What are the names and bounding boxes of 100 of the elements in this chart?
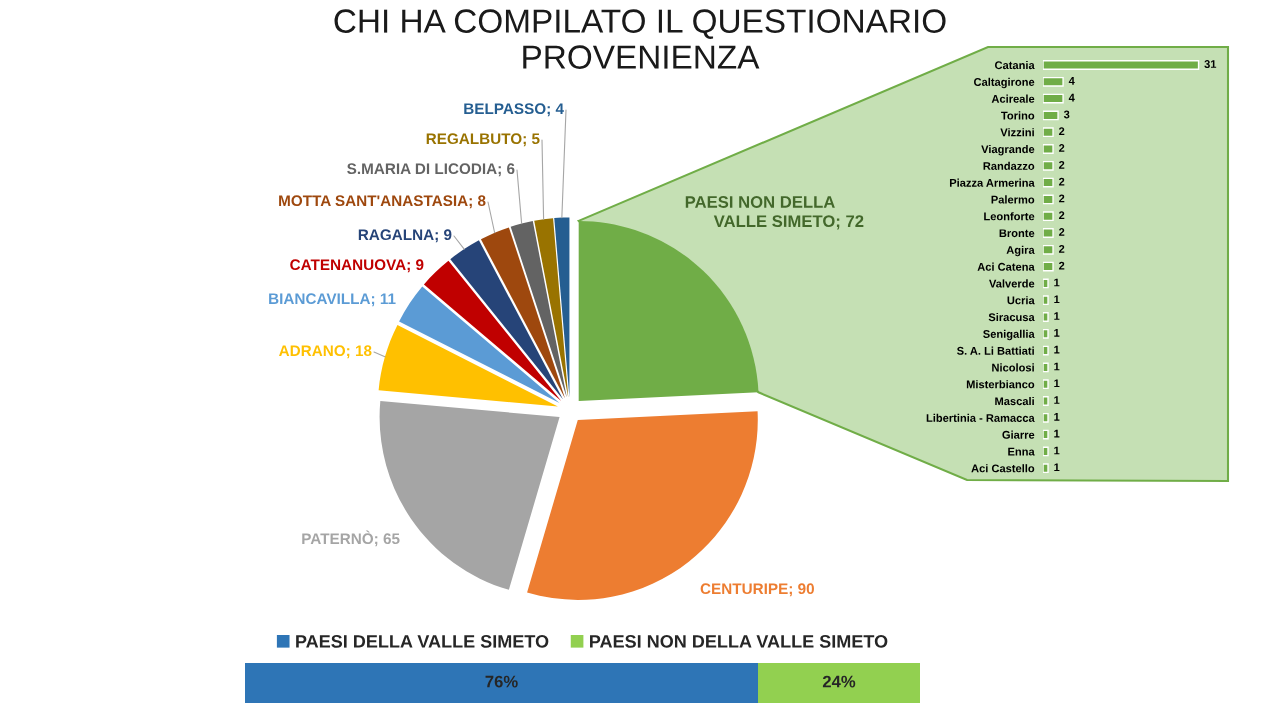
y-tick-label: Caltagirone (974, 77, 1035, 89)
data-label: 1 (1054, 429, 1060, 438)
bar (1043, 228, 1054, 238)
data-label: 2 (1058, 228, 1065, 236)
slice-label: S.MARIA DI LICODIA (347, 163, 497, 175)
data-label: ; 9 (407, 259, 424, 273)
bar (1043, 278, 1049, 289)
bar (1043, 295, 1049, 306)
y-tick-label: Randazzo (983, 161, 1035, 170)
data-label: 2 (1058, 261, 1065, 270)
y-tick-label: Piazza Armerina (949, 178, 1035, 187)
data-label: 4 (1068, 77, 1075, 85)
y-tick-label: Viagrande (981, 144, 1035, 156)
data-label: 2 (1058, 127, 1065, 136)
y-tick-label: Torino (1001, 111, 1035, 120)
data-label: ; 8 (469, 195, 486, 209)
y-tick-label: Leonforte (984, 212, 1035, 221)
data-label: 24% (822, 675, 856, 688)
data-label: 1 (1054, 329, 1060, 337)
y-tick-label: Acireale (991, 94, 1035, 103)
bar (1043, 93, 1064, 104)
data-label: ; 72 (836, 215, 864, 230)
slice-label: BIANCAVILLA (269, 293, 371, 305)
y-tick-label: Senigallia (983, 329, 1035, 341)
bar (1043, 76, 1064, 87)
y-tick-label: Misterbianco (966, 380, 1035, 389)
y-tick-label: S. A. Li Battiati (957, 346, 1034, 355)
data-label: ; 9 (435, 229, 452, 243)
slice-label: RAGALNA (358, 229, 434, 241)
data-label: 1 (1054, 295, 1060, 304)
data-label: ; 4 (547, 103, 564, 117)
data-label: ; 18 (347, 345, 372, 359)
data-label: 4 (1068, 93, 1075, 102)
slice-label: MOTTA SANT'ANASTASIA (279, 195, 468, 207)
bar (1043, 345, 1049, 356)
slice-label: REGALBUTO (426, 133, 522, 145)
data-label: 1 (1054, 278, 1060, 287)
y-tick-label: Agira (1006, 245, 1035, 257)
y-tick-label: Aci Catena (977, 262, 1035, 271)
bar (1043, 261, 1054, 272)
data-label: 1 (1054, 345, 1060, 354)
bar (1043, 463, 1049, 474)
data-label: 76% (485, 675, 518, 688)
bar (1043, 362, 1049, 373)
bar (1043, 446, 1049, 457)
bar (1043, 244, 1054, 255)
slice-label: PAESI NON DELLA VALLE SIMETO (685, 196, 835, 228)
y-tick-label: Valverde (989, 279, 1035, 288)
chart-title: CHI HA COMPILATO IL QUESTIONARIO (334, 9, 946, 39)
data-label: ; 6 (498, 163, 515, 177)
bar (1043, 60, 1200, 70)
data-label: 1 (1054, 379, 1060, 388)
y-tick-label: Giarre (1002, 430, 1035, 439)
bar (1043, 379, 1049, 390)
data-label: ; 65 (375, 533, 400, 547)
y-tick-label: Mascali (995, 396, 1034, 406)
y-tick-label: Enna (1008, 447, 1035, 456)
slice-label: CATENANUOVA (290, 259, 406, 271)
y-tick-label: Aci Castello (971, 464, 1035, 473)
y-tick-label: Palermo (991, 195, 1035, 204)
bar (1043, 110, 1059, 121)
bar (1043, 412, 1049, 423)
data-label: 31 (1204, 60, 1217, 68)
data-label: ; 11 (371, 293, 396, 307)
data-label: 1 (1054, 446, 1060, 455)
bar (1043, 328, 1049, 339)
data-label: 1 (1054, 312, 1060, 320)
data-label: 3 (1063, 110, 1070, 119)
bar (1043, 194, 1054, 205)
y-tick-label: Bronte (999, 229, 1035, 238)
bar (1043, 211, 1054, 222)
chart-subtitle: PROVENIENZA (523, 45, 760, 69)
y-tick-label: Vizzini (1000, 128, 1034, 137)
legend-label: PAESI NON DELLA VALLE SIMETO (590, 635, 888, 648)
slice-label: CENTURIPE (700, 583, 788, 595)
bar (1043, 177, 1054, 188)
slice-label: ADRANO (279, 345, 346, 357)
legend-label: PAESI DELLA VALLE SIMETO (296, 635, 549, 648)
data-label: 2 (1058, 211, 1065, 220)
data-label: ; 90 (789, 583, 814, 597)
data-label: 1 (1054, 413, 1060, 421)
y-tick-label: Ucria (1007, 296, 1035, 305)
data-label: 2 (1058, 144, 1065, 152)
data-label: 1 (1054, 463, 1060, 472)
y-tick-label: Siracusa (988, 312, 1035, 322)
slice-label: PATERNÒ (302, 530, 374, 545)
bar (1043, 160, 1054, 171)
data-label: 2 (1058, 177, 1065, 186)
data-label: 2 (1058, 244, 1065, 253)
y-tick-label: Nicolosi (992, 363, 1034, 372)
bar (1043, 396, 1049, 406)
data-label: 1 (1054, 362, 1060, 371)
data-label: 1 (1054, 396, 1060, 404)
bar (1043, 144, 1054, 154)
bar (1043, 429, 1049, 440)
y-tick-label: Catania (994, 60, 1035, 70)
data-label: 2 (1058, 160, 1065, 169)
data-label: ; 5 (523, 133, 540, 147)
y-tick-label: Libertinia - Ramacca (926, 413, 1035, 422)
bar (1043, 127, 1054, 138)
